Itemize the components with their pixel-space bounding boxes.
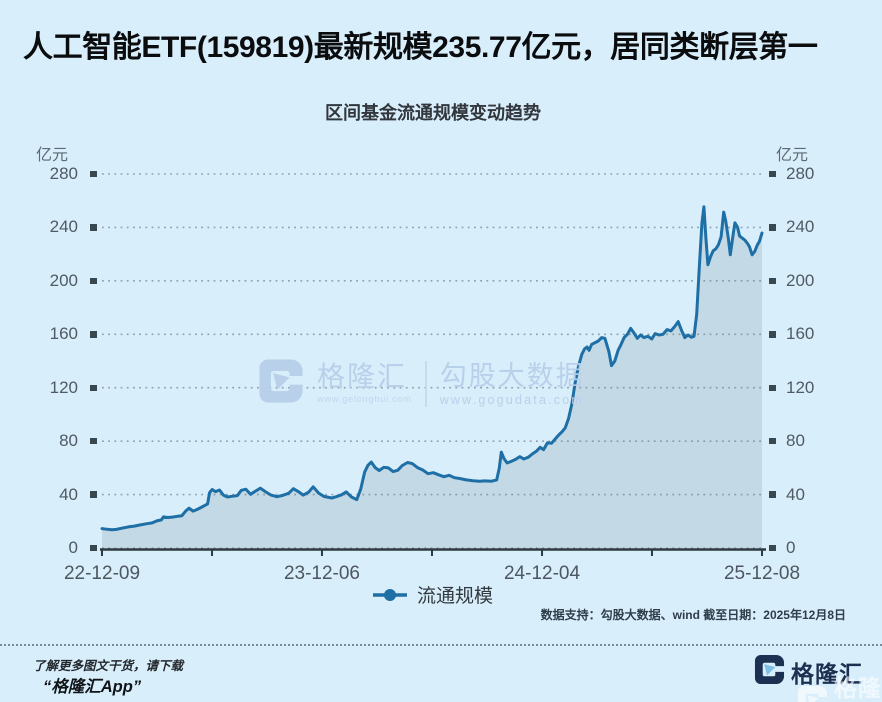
y-tick-label: 120 <box>49 377 78 397</box>
series-line <box>100 205 764 532</box>
y-tick-square-marker <box>769 224 776 231</box>
y-tick-label: 40 <box>786 484 805 504</box>
y-tick-label: 160 <box>786 324 815 344</box>
gelonghui-logo-icon <box>754 654 785 690</box>
y-tick-square-marker <box>90 277 97 285</box>
x-tick-label: 22-12-09 <box>63 563 141 584</box>
watermark-partner-url: www.gogudata.com <box>439 392 584 407</box>
y-tick-label: 240 <box>786 217 815 237</box>
y-tick-label: 280 <box>786 164 815 183</box>
y-tick-square-marker <box>90 437 97 445</box>
data-source-note: 数据支持：勾股大数据、wind 截至日期：2025年12月8日 <box>540 608 846 622</box>
y-tick-square-marker <box>769 437 776 445</box>
footer-promo-line1: 了解更多图文干货，请下载 <box>33 659 184 673</box>
chart-watermark: 格隆汇 www.gelonghui.com 勾股大数据 www.gogudata… <box>258 358 585 409</box>
gelonghui-logo-icon <box>797 685 828 702</box>
y-tick-label: 80 <box>59 431 78 451</box>
y-tick-square-marker <box>769 544 776 552</box>
page-title: 人工智能ETF(159819)最新规模235.77亿元，居同类断层第一 <box>23 31 818 64</box>
y-tick-label: 120 <box>786 377 815 397</box>
brand-name: 格隆汇 <box>791 661 863 687</box>
y-tick-label: 200 <box>49 270 78 290</box>
footer-promo-line2: “格隆汇App” <box>43 678 142 696</box>
y-tick-square-marker <box>769 170 776 178</box>
y-tick-label: 80 <box>786 431 805 451</box>
legend-label: 流通规模 <box>416 586 493 607</box>
y-tick-label: 280 <box>49 164 78 183</box>
x-tick-label: 25-12-08 <box>723 563 801 584</box>
watermark-partner: 勾股大数据 <box>439 360 585 391</box>
y-tick-square-marker <box>769 384 776 391</box>
line-chart-plot <box>100 173 766 556</box>
watermark-brand-url: www.gelonghui.com <box>317 394 412 405</box>
y-tick-label: 240 <box>49 217 78 237</box>
y-tick-square-marker <box>90 544 97 552</box>
y-axis-unit-right: 亿元 <box>776 147 809 164</box>
watermark-brand: 格隆汇 <box>317 361 408 392</box>
y-tick-square-marker <box>769 277 776 285</box>
y-tick-square-marker <box>90 224 97 231</box>
y-tick-label: 160 <box>49 324 78 344</box>
y-tick-square-marker <box>90 384 97 391</box>
y-tick-square-marker <box>90 331 97 338</box>
chart-legend: 流通规模 <box>0 581 866 608</box>
x-tick-label: 23-12-06 <box>283 563 360 584</box>
area-fill <box>102 206 762 548</box>
chart-title: 区间基金流通规模变动趋势 <box>325 103 541 123</box>
y-tick-square-marker <box>90 170 97 178</box>
y-tick-label: 200 <box>786 270 815 290</box>
brand-name-watermark: 格隆汇 <box>834 675 882 701</box>
y-tick-square-marker <box>90 491 97 498</box>
footer-divider <box>0 644 882 646</box>
legend-line-marker <box>372 588 407 601</box>
y-tick-square-marker <box>769 491 776 498</box>
y-tick-label: 0 <box>68 538 78 557</box>
x-tick-label: 24-12-04 <box>503 563 581 584</box>
brand-logo-watermark: 格隆汇 <box>797 669 882 702</box>
y-axis-unit-left: 亿元 <box>36 147 69 164</box>
gelonghui-logo-icon <box>258 358 304 409</box>
y-tick-label: 0 <box>786 538 796 557</box>
y-tick-label: 40 <box>59 484 78 504</box>
y-tick-square-marker <box>769 331 776 338</box>
brand-logo: 格隆汇 <box>754 654 863 690</box>
watermark-divider <box>424 360 427 407</box>
